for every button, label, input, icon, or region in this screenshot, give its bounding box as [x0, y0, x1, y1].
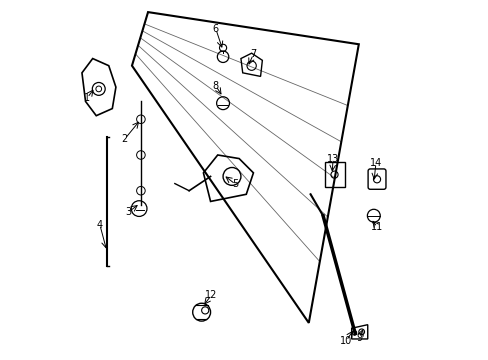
- Text: 1: 1: [84, 93, 90, 103]
- Text: 2: 2: [122, 134, 128, 144]
- Text: 8: 8: [212, 81, 219, 91]
- Text: 4: 4: [97, 220, 102, 230]
- Text: 6: 6: [212, 24, 219, 34]
- Text: 12: 12: [205, 290, 217, 300]
- Text: 13: 13: [326, 154, 339, 164]
- Text: 9: 9: [356, 333, 362, 343]
- Text: 11: 11: [370, 222, 383, 232]
- Text: 10: 10: [340, 336, 352, 346]
- Text: 14: 14: [369, 158, 381, 168]
- Text: 7: 7: [250, 49, 256, 59]
- Text: 5: 5: [232, 179, 238, 189]
- Text: 3: 3: [125, 207, 131, 217]
